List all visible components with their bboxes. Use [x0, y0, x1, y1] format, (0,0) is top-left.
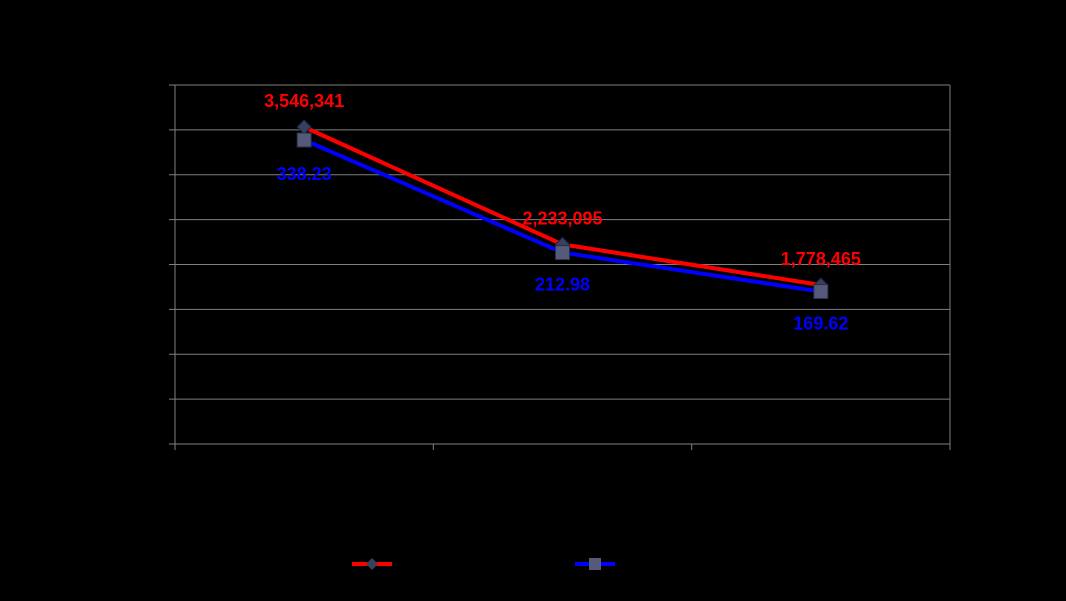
series-2-point: [296, 132, 312, 148]
legend-key-marker-1: [366, 558, 378, 570]
data-labels: 3,546,341 2,233,095 1,778,465 338.23 212.98 1…: [264, 91, 861, 334]
series-1-data-label: 3,546,341: [264, 91, 344, 111]
series-1-point: [296, 119, 312, 135]
series-1-data-label: 1,778,465: [781, 249, 861, 269]
series-2-point: [555, 245, 570, 261]
axes: [174, 85, 951, 450]
legend: [352, 558, 615, 570]
series-2-data-label: 169.62: [793, 314, 848, 334]
series-layer: [296, 119, 829, 300]
series-2-data-label: 212.98: [535, 275, 590, 295]
series-2-data-label: 338.23: [277, 164, 332, 184]
series-2-point: [813, 284, 829, 300]
legend-key-marker-2: [589, 558, 601, 570]
series-1-line: [303, 125, 822, 288]
series-1-data-label: 2,233,095: [522, 208, 602, 228]
